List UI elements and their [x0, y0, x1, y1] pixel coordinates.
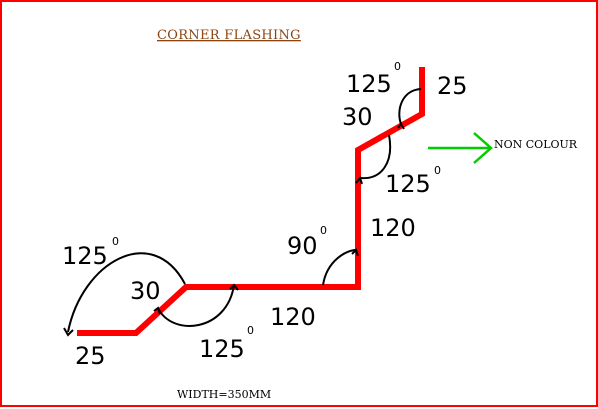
arrow-tick: [355, 175, 363, 185]
angle-label: 125: [385, 170, 431, 198]
angle-arc-top: [398, 88, 422, 125]
segment-length-label: 25: [75, 342, 106, 370]
angle-arc-bottom-left-inner: [157, 284, 235, 327]
flashing-profile: [77, 67, 425, 336]
arrow-tick: [397, 122, 405, 130]
degree-mark: 0: [320, 224, 327, 237]
degree-mark: 0: [112, 235, 119, 248]
angle-label: 90: [287, 232, 318, 260]
segment-length-label: 30: [342, 103, 373, 131]
degree-mark: 0: [434, 164, 441, 177]
angle-label: 125: [199, 335, 245, 363]
arrow-tick: [229, 283, 239, 291]
arrow-tick: [351, 248, 359, 257]
non-colour-arrow-head: [473, 132, 493, 164]
angle-arc-upper-inner: [359, 134, 392, 180]
width-note: WIDTH=350MM: [177, 388, 271, 401]
angle-label: 125: [346, 70, 392, 98]
segment-length-label: 30: [130, 277, 161, 305]
degree-mark: 0: [394, 60, 401, 73]
segment-length-label: 25: [437, 72, 468, 100]
angle-arc-bottom-left-outer: [67, 252, 186, 333]
angle-label: 125: [62, 242, 108, 270]
diagram-title: CORNER FLASHING: [157, 28, 301, 43]
degree-mark: 0: [247, 324, 254, 337]
arrow-tick: [63, 327, 74, 337]
arrow-tick: [153, 306, 161, 315]
non-colour-label: NON COLOUR: [494, 138, 578, 151]
segment-length-label: 120: [370, 214, 416, 242]
segment-length-label: 120: [270, 303, 316, 331]
angle-arc-right-angle: [322, 249, 357, 286]
